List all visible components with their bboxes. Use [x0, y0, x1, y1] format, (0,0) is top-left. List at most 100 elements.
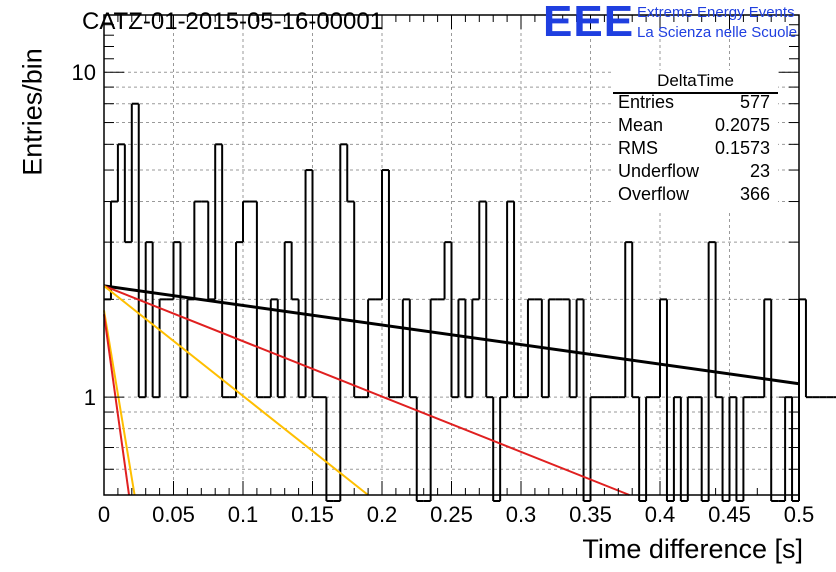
histogram-bin — [575, 298, 584, 398]
fit-lines — [103, 284, 800, 496]
stats-divider — [613, 92, 778, 94]
x-tick-label: 0.1 — [228, 502, 259, 527]
histogram-bin — [589, 396, 598, 501]
histogram-bin — [499, 396, 508, 501]
stats-box: DeltaTime Entries 577 Mean 0.2075 RMS 0.… — [613, 70, 778, 210]
x-tick-label: 0.15 — [291, 502, 334, 527]
histogram-bin — [415, 397, 424, 502]
histogram-bin — [381, 169, 389, 300]
y-tick-label: 1 — [84, 385, 96, 410]
x-tick-label: 0.2 — [367, 502, 398, 527]
histogram-bin — [276, 299, 285, 399]
y-tick-label: 10 — [72, 60, 96, 85]
histogram-bin — [186, 298, 195, 398]
histogram-bin — [207, 201, 216, 301]
histogram-bin — [686, 396, 695, 501]
histogram-bin — [353, 201, 362, 399]
histogram-bin — [109, 200, 118, 300]
histogram-bin — [485, 201, 494, 399]
histogram-bin — [526, 298, 535, 398]
histogram-bin — [297, 299, 306, 399]
histogram-bin — [450, 242, 459, 399]
histogram-bin — [631, 242, 640, 399]
histogram-bin — [659, 298, 667, 398]
x-tick-label: 0.3 — [506, 502, 537, 527]
histogram-bin — [665, 299, 674, 502]
histogram-bin — [742, 396, 751, 501]
histogram-bin — [235, 241, 243, 398]
histogram-bin — [311, 170, 320, 399]
histogram-bin — [269, 298, 278, 398]
histogram-bin — [304, 169, 313, 398]
histogram-bin — [728, 396, 737, 501]
axis-ticks — [103, 15, 800, 496]
histogram-bin — [638, 397, 647, 502]
histogram-bin — [158, 298, 167, 398]
logo-mark: EEE — [543, 0, 635, 46]
histogram-bin — [214, 143, 223, 300]
stats-value: 577 — [739, 92, 770, 112]
histogram-bin — [478, 200, 487, 300]
histogram-bin — [339, 143, 348, 501]
x-tick-label: 0.25 — [430, 502, 473, 527]
histogram-bin — [645, 396, 654, 501]
histogram-bin — [672, 396, 681, 501]
histogram-bin — [784, 396, 793, 501]
eee-logo: EEE Extreme Energy Events La Scienza nel… — [543, 0, 833, 46]
fit-line — [103, 310, 136, 496]
stats-value: 0.1573 — [714, 138, 770, 158]
histogram-bin — [221, 144, 230, 399]
histogram-bin — [123, 144, 132, 244]
stats-row-entries: Entries 577 — [618, 92, 770, 114]
histogram-bin — [151, 242, 160, 399]
y-axis-label: Entries/bin — [17, 48, 48, 176]
histogram-bin — [513, 201, 521, 399]
fit-line — [103, 285, 369, 496]
fit-line — [103, 314, 131, 496]
fit-line — [103, 284, 630, 496]
histogram-bin — [283, 241, 292, 398]
stats-label: Underflow — [618, 161, 700, 181]
histogram-bin — [457, 298, 466, 398]
stats-row-underflow: Underflow 23 — [618, 161, 770, 183]
stats-label: Entries — [618, 92, 675, 112]
histogram-bin — [735, 397, 744, 502]
histogram-bin — [492, 397, 501, 502]
histogram-bin — [464, 299, 473, 399]
histogram-bin — [624, 241, 633, 398]
histogram-bin — [172, 241, 181, 300]
x-axis-label: Time difference [s] — [582, 534, 803, 564]
run-title: CATZ-01-2015-05-16-00001 — [82, 8, 384, 35]
histogram-bin — [137, 103, 146, 399]
histogram-bin — [679, 397, 688, 502]
y-tick-labels: 1 10 — [72, 60, 96, 410]
x-tick-label: 0.4 — [645, 502, 676, 527]
stats-title: DeltaTime — [657, 71, 734, 90]
histogram-bin — [791, 397, 799, 502]
histogram-bin — [471, 298, 480, 398]
stats-row-mean: Mean 0.2075 — [618, 115, 770, 137]
x-tick-label: 0.5 — [784, 502, 815, 527]
histogram-bin — [325, 397, 334, 502]
histogram-bin — [130, 102, 139, 243]
x-tick-label: 0 — [98, 502, 110, 527]
stats-value: 23 — [749, 161, 770, 181]
logo-tagline-1: Extreme Energy Events — [637, 4, 795, 21]
stats-label: Overflow — [618, 184, 690, 204]
histogram-bin — [255, 201, 264, 399]
histogram-bin — [116, 143, 125, 202]
stats-label: Mean — [618, 115, 664, 135]
histogram-bin — [346, 144, 355, 203]
fit-line — [103, 284, 800, 386]
x-tick-label: 0.45 — [708, 502, 751, 527]
histogram-bin — [443, 241, 452, 300]
histogram-bin — [506, 200, 515, 398]
histogram-bin — [290, 242, 299, 301]
histogram-bin — [242, 200, 250, 243]
histogram-bin — [401, 298, 410, 398]
histogram-bin — [582, 299, 591, 502]
x-tick-label: 0.05 — [152, 502, 195, 527]
histogram-bars — [104, 102, 836, 502]
histogram-bin — [804, 299, 813, 399]
